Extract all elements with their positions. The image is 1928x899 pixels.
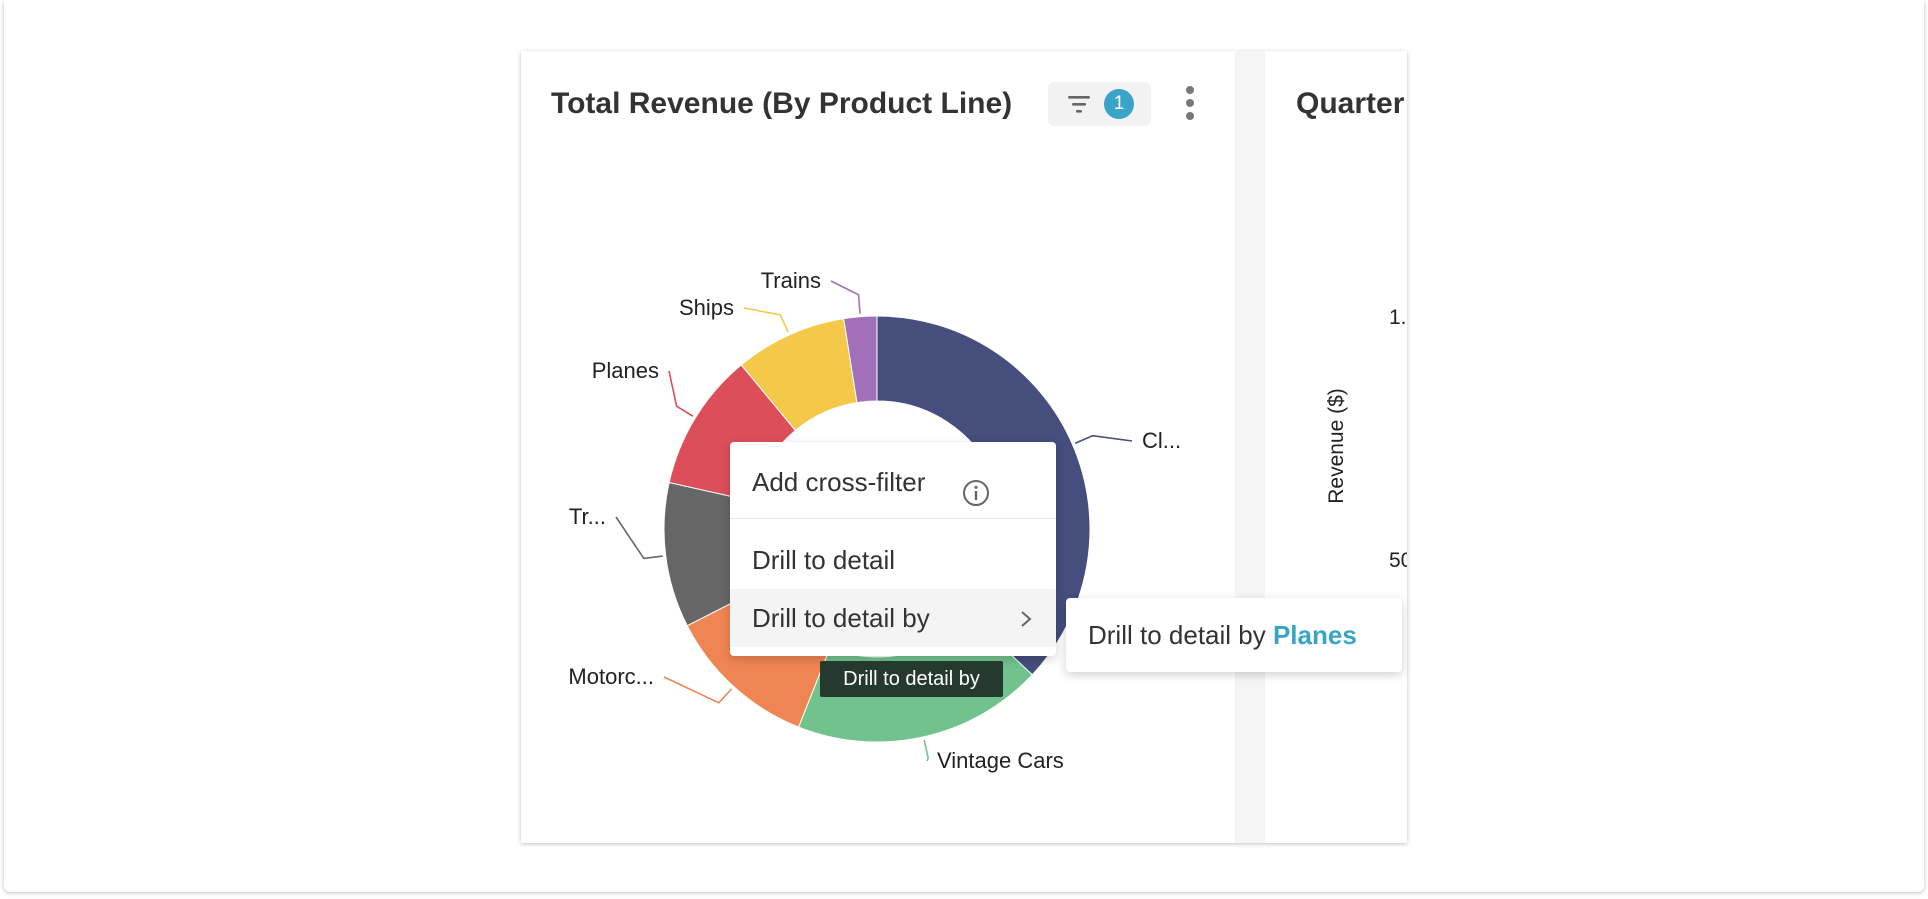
label-leader-line xyxy=(743,307,789,333)
label-leader-line xyxy=(663,676,733,704)
slice-label: Ships xyxy=(679,295,734,320)
drill-to-detail-label: Drill to detail xyxy=(752,545,896,575)
drill-to-detail-by-item[interactable]: Drill to detail by xyxy=(730,589,1056,647)
slice-label: Vintage Cars xyxy=(937,748,1064,773)
chevron-right-icon xyxy=(1021,611,1032,627)
drill-to-detail-by-label: Drill to detail by xyxy=(752,603,930,633)
label-leader-line xyxy=(668,370,694,417)
filter-count-badge: 1 xyxy=(1104,89,1134,119)
y-tick-label: 1. xyxy=(1389,306,1407,329)
filter-indicator-button[interactable]: 1 xyxy=(1048,82,1151,126)
context-menu: Add cross-filter Drill to detail Drill t… xyxy=(730,442,1056,656)
label-leader-line xyxy=(830,280,861,314)
y-tick-label: 50 xyxy=(1389,549,1407,572)
info-icon xyxy=(963,480,989,506)
add-cross-filter-item[interactable]: Add cross-filter xyxy=(730,453,1056,511)
right-chart-title: Quarter xyxy=(1296,87,1405,120)
submenu-item: Drill to detail by Planes xyxy=(1088,620,1357,651)
slice-label: Trains xyxy=(761,268,821,293)
slice-label: Tr... xyxy=(569,504,606,529)
chart-title: Total Revenue (By Product Line) xyxy=(551,87,1013,120)
drill-by-submenu[interactable]: Drill to detail by Planes xyxy=(1066,598,1402,672)
label-leader-line xyxy=(1074,434,1133,444)
label-leader-line xyxy=(615,516,663,560)
slice-label: Cl... xyxy=(1142,428,1181,453)
drill-to-detail-item[interactable]: Drill to detail xyxy=(730,531,1056,589)
more-options-icon[interactable] xyxy=(1183,85,1197,121)
pie-slice[interactable] xyxy=(843,315,878,404)
submenu-prefix: Drill to detail by xyxy=(1088,620,1266,650)
label-leader-line xyxy=(923,739,930,762)
tooltip: Drill to detail by xyxy=(820,661,1003,697)
slice-label: Motorc... xyxy=(568,664,654,689)
slice-label: Planes xyxy=(592,358,659,383)
filter-icon xyxy=(1068,96,1090,113)
add-cross-filter-label: Add cross-filter xyxy=(752,467,926,497)
menu-divider xyxy=(730,518,1056,519)
submenu-value: Planes xyxy=(1272,620,1357,650)
panel-gutter xyxy=(1235,51,1265,843)
